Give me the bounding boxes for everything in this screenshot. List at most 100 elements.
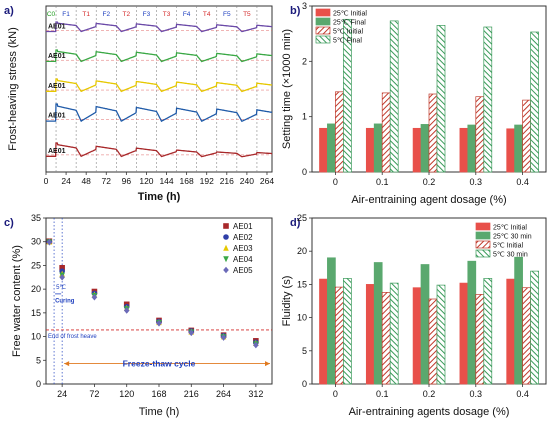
bar — [436, 25, 446, 173]
legend-label: 5℃ Initial — [493, 243, 523, 250]
bar — [420, 124, 430, 173]
bar — [335, 286, 344, 385]
x-tick-label: 144 — [159, 176, 173, 186]
bar — [412, 287, 422, 385]
y-tick-label: 15 — [31, 308, 41, 318]
bar — [475, 294, 485, 385]
bar — [459, 282, 469, 385]
panel-c-label: c) — [4, 217, 14, 229]
cycle-label: Freeze-thaw cycle — [123, 359, 196, 369]
legend-label: AE04 — [233, 255, 253, 264]
phase-label: T4 — [203, 11, 211, 18]
legend-swatch — [315, 35, 331, 44]
x-tick-label: 0 — [44, 176, 49, 186]
y-tick-label: 0 — [302, 167, 307, 177]
series-label: AE01 — [48, 53, 66, 60]
x-tick-label: 120 — [119, 389, 134, 399]
x-tick-label: 120 — [139, 176, 153, 186]
x-axis-label: Time (h) — [139, 406, 180, 418]
x-tick-label: 0.1 — [376, 389, 389, 399]
y-tick-label: 20 — [297, 246, 307, 256]
legend-swatch — [475, 249, 491, 258]
x-tick-label: 0.4 — [516, 177, 529, 187]
cycle-arrow-head-right — [265, 361, 270, 367]
phase-label: T2 — [123, 11, 131, 18]
legend-swatch — [315, 8, 331, 17]
data-point — [253, 341, 259, 349]
y-tick-label: 35 — [31, 213, 41, 223]
panel-a-label: a) — [4, 5, 14, 17]
series-curve — [46, 21, 273, 33]
bar — [514, 256, 523, 385]
legend-label: AE02 — [233, 233, 253, 242]
legend-label: 25℃ Initial — [493, 225, 527, 232]
x-tick-label: 72 — [89, 389, 99, 399]
end-frost-label: End of frost heave — [48, 334, 97, 340]
legend-label: AE03 — [233, 244, 253, 253]
x-tick-label: 0.3 — [470, 177, 483, 187]
legend-swatch — [315, 17, 331, 26]
y-tick-label: 1 — [302, 112, 307, 122]
bar — [420, 264, 430, 385]
y-axis-label: Setting time (×1000 min) — [281, 29, 293, 149]
x-tick-label: 96 — [122, 176, 132, 186]
y-tick-label: 5 — [36, 355, 41, 365]
bar — [428, 93, 438, 173]
legend-marker — [223, 266, 229, 274]
phase-label: F1 — [62, 11, 70, 18]
x-tick-label: 168 — [151, 389, 166, 399]
y-axis-label: Free water content (%) — [11, 245, 23, 357]
legend-label: 5℃ 30 min — [493, 252, 528, 259]
bar — [335, 91, 344, 173]
phase-label: F2 — [102, 11, 110, 18]
curing-label: Curing — [55, 298, 75, 304]
data-point — [188, 329, 195, 337]
legend-label: 25℃ Initial — [333, 11, 367, 18]
bar — [381, 292, 391, 385]
panel-label: b) — [290, 5, 301, 17]
legend-label: AE01 — [233, 222, 253, 231]
bar — [343, 18, 352, 173]
data-point — [59, 265, 65, 271]
data-point — [156, 319, 162, 327]
bar — [530, 270, 539, 385]
series-curve — [46, 103, 273, 123]
bar — [467, 260, 477, 385]
phase-label: F3 — [143, 11, 151, 18]
x-tick-label: 168 — [180, 176, 194, 186]
x-axis-label: Time (h) — [138, 191, 181, 203]
bar — [522, 99, 531, 173]
x-tick-label: 0.3 — [470, 389, 483, 399]
x-tick-label: 0.4 — [516, 389, 529, 399]
legend-marker — [223, 223, 229, 229]
legend-label: 5℃ Initial — [333, 29, 363, 36]
bar — [483, 26, 493, 173]
series-curve — [46, 78, 273, 93]
series-label: AE01 — [48, 24, 66, 31]
bar — [514, 124, 523, 173]
series-curve — [46, 142, 272, 158]
bar — [327, 257, 336, 385]
bar — [319, 278, 328, 385]
bar — [428, 298, 438, 385]
y-tick-label: 10 — [297, 313, 307, 323]
x-tick-label: 312 — [248, 389, 263, 399]
bar — [459, 127, 469, 173]
y-tick-label: 25 — [297, 213, 307, 223]
x-axis-label: Air-entraining agent dosage (%) — [351, 194, 506, 206]
data-point — [220, 334, 227, 341]
y-tick-label: 30 — [31, 237, 41, 247]
x-tick-label: 264 — [260, 176, 274, 186]
bar — [467, 124, 477, 173]
bar — [506, 128, 516, 173]
legend-label: 5℃ Final — [333, 38, 362, 45]
x-tick-label: 0.2 — [423, 177, 436, 187]
x-tick-label: 264 — [216, 389, 231, 399]
legend-label: 25℃ Final — [333, 20, 366, 27]
legend-swatch — [475, 240, 491, 249]
y-tick-label: 0 — [36, 379, 41, 389]
bar — [327, 123, 336, 173]
series-label: AE01 — [48, 148, 66, 155]
